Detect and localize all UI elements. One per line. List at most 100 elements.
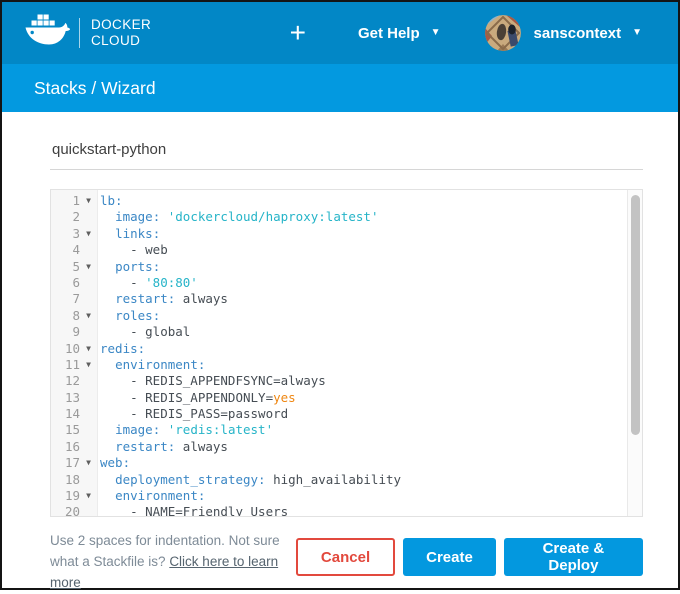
cancel-button[interactable]: Cancel [295,538,396,576]
line-number: 16 [64,438,80,454]
editor-line: 16 restart: always [51,439,642,455]
code-segment: environment: [115,488,206,504]
code-segment [100,439,115,454]
editor-lines: 1 ▼ lb: 2 image: 'dockercloud/haproxy:lates… [51,190,642,517]
code-text: image: 'redis:latest' [97,422,273,438]
fold-toggle-icon[interactable]: ▼ [86,343,91,353]
code-segment [100,308,115,323]
code-text: web: [97,455,130,471]
fold-spacer [80,209,97,225]
indentation-hint: Use 2 spaces for indentation. Not sure w… [50,531,296,594]
get-help-label: Get Help [357,24,420,42]
line-number: 3 [72,225,80,241]
get-help-menu[interactable]: Get Help ▼ [358,25,441,42]
editor-line: 9 - global [51,324,642,340]
chevron-down-icon: ▼ [430,27,441,38]
fold-toggle-icon[interactable]: ▼ [86,458,91,468]
line-number: 13 [64,389,80,405]
fold-toggle-icon[interactable]: ▼ [86,261,91,271]
editor-line: 10 ▼ redis: [51,341,642,357]
fold-toggle-icon[interactable]: ▼ [86,310,91,320]
brand-line-2: CLOUD [91,33,141,48]
code-segment: restart: [115,291,176,307]
stackfile-help-link[interactable]: Click here to learn more [50,553,279,590]
editor-line: 1 ▼ lb: [51,193,642,209]
editor-line: 5 ▼ ports: [51,259,642,275]
stackfile-code-editor[interactable]: 1 ▼ lb: 2 image: 'dockercloud/haproxy:lates… [50,189,643,517]
create-button[interactable]: Create [403,538,496,576]
fold-toggle-icon[interactable]: ▼ [86,228,91,238]
editor-line: 18 deployment_strategy: high_availabilit… [51,472,642,488]
user-avatar[interactable] [484,15,521,51]
top-header: DOCKER CLOUD + Get Help ▼ [2,2,678,64]
code-segment: environment: [115,356,206,372]
code-segment: always [175,438,228,454]
editor-line: 6 - '80:80' [51,275,642,291]
code-text: roles: [97,308,160,324]
editor-line: 17 ▼ web: [51,455,642,471]
breadcrumb[interactable]: Stacks / Wizard [34,77,156,98]
breadcrumb-bar: Stacks / Wizard [2,64,678,112]
editor-line: 11 ▼ environment: [51,357,642,373]
logo-divider [79,18,80,48]
line-number: 20 [64,504,80,517]
code-segment: image: [115,209,161,225]
code-text: - web [97,242,168,258]
line-number: 7 [72,291,80,307]
line-number: 17 [64,455,80,471]
editor-line: 2 image: 'dockercloud/haproxy:latest' [51,209,642,225]
editor-line: 15 image: 'redis:latest' [51,422,642,438]
code-segment: high_availability [265,471,402,487]
code-segment [160,422,168,437]
create-deploy-button[interactable]: Create & Deploy [503,538,643,576]
line-number: 8 [72,307,80,323]
action-buttons: Cancel Create Create & Deploy [295,538,643,576]
chevron-down-icon: ▼ [632,27,642,38]
code-segment: lb: [100,193,123,208]
code-segment: - global [100,324,191,340]
line-number: 14 [64,406,80,422]
fold-spacer [80,439,97,455]
editor-line: 19 ▼ environment: [51,488,642,504]
fold-spacer [80,422,97,438]
code-text: image: 'dockercloud/haproxy:latest' [97,209,378,225]
code-text: - NAME=Friendly Users [97,504,288,516]
fold-spacer [80,324,97,340]
code-text: environment: [97,357,205,373]
fold-spacer [80,390,97,406]
code-segment: yes [273,389,296,405]
fold-spacer [80,291,97,307]
add-plus-button[interactable]: + [289,17,306,48]
fold-toggle-icon[interactable]: ▼ [86,196,91,205]
editor-line: 3 ▼ links: [51,226,642,242]
docker-cloud-logo[interactable]: DOCKER CLOUD [24,13,151,53]
user-menu[interactable]: sanscontext ▼ [534,25,642,42]
code-segment: ports: [115,258,161,274]
code-segment: '80:80' [145,274,198,290]
code-segment [100,209,115,224]
code-text: restart: always [97,291,228,307]
code-segment [100,357,115,372]
hint-text: Use 2 spaces for indentation. Not sure w… [50,533,280,569]
code-text: - REDIS_APPENDONLY=yes [97,390,296,406]
code-segment: - web [100,242,168,258]
editor-scrollbar-thumb[interactable] [631,195,640,435]
stack-name-input[interactable] [50,135,643,170]
fold-toggle-icon[interactable]: ▼ [86,359,91,369]
editor-scrollbar-track[interactable] [627,190,642,516]
code-text: - REDIS_PASS=password [97,406,288,422]
line-number: 12 [64,373,80,389]
line-number: 10 [64,340,80,356]
code-text: redis: [97,341,145,357]
fold-toggle-icon[interactable]: ▼ [86,491,91,501]
code-text: deployment_strategy: high_availability [97,472,401,488]
code-segment [100,422,115,437]
code-segment [100,226,115,241]
line-number: 6 [72,274,80,290]
main-content: 1▼lb:2 image: 'dockercloud/haproxy:lates… [2,135,678,517]
code-segment: redis: [100,340,146,356]
editor-line: 14 - REDIS_PASS=password [51,406,642,422]
fold-spacer [80,406,97,422]
editor-line: 4 - web [51,242,642,258]
code-text: restart: always [97,439,228,455]
